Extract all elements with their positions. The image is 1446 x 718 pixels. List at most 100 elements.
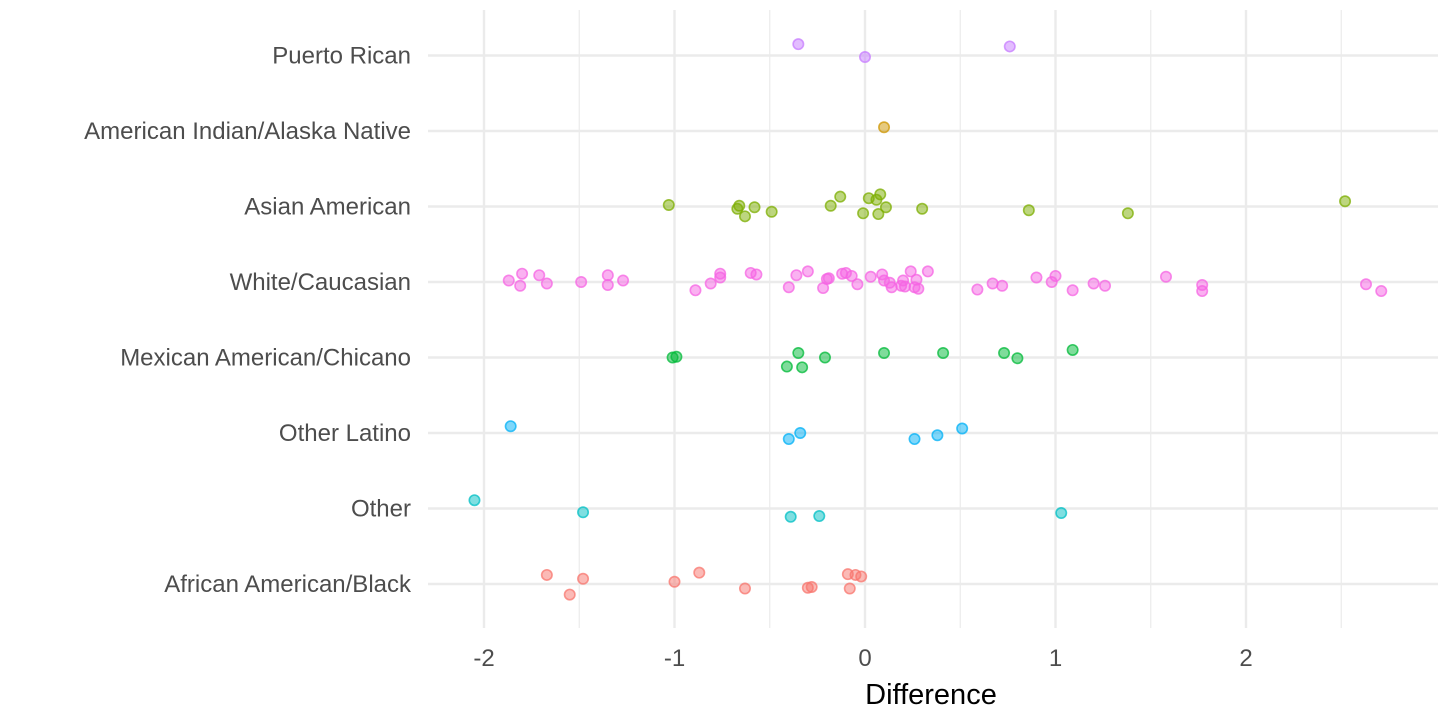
data-point [792,346,805,359]
data-point [748,201,761,214]
data-point [805,581,818,594]
data-point [1339,195,1352,208]
data-point [822,272,835,285]
data-point [468,494,481,507]
data-point [1099,279,1112,292]
data-point [704,277,717,290]
category-label: American Indian/Alaska Native [84,118,411,145]
data-point [904,265,917,278]
data-point [516,267,529,280]
data-point [738,210,751,223]
data-point [921,265,934,278]
data-point [864,270,877,283]
x-tick-label: 2 [1239,645,1252,672]
data-point [577,572,590,585]
data-point [971,283,984,296]
data-point [986,277,999,290]
category-labels: African American/Black Other Other Latino M… [84,43,412,599]
data-point [1055,507,1068,520]
data-point [662,198,675,211]
data-point [784,510,797,523]
data-point [834,190,847,203]
data-points [468,38,1388,601]
data-point [1087,277,1100,290]
data-point [1121,207,1134,220]
data-point [818,351,831,364]
data-point [1196,285,1209,298]
data-point [794,426,807,439]
x-axis-title: Difference [865,679,997,711]
data-point [563,588,576,601]
data-point [617,274,630,287]
data-point [908,433,921,446]
data-point [689,284,702,297]
data-point [996,279,1009,292]
category-label: Other Latino [279,420,411,447]
data-point [504,420,517,433]
data-point [931,429,944,442]
data-point [792,38,805,51]
data-point [843,582,856,595]
x-tick-label: 1 [1049,645,1062,672]
data-point [879,201,892,214]
data-point [1375,285,1388,298]
x-tick-label: 0 [858,645,871,672]
data-point [668,575,681,588]
data-point [937,346,950,359]
data-point [782,281,795,294]
data-point [956,422,969,435]
data-point [796,361,809,374]
data-point [733,199,746,212]
data-point [1049,269,1062,282]
data-point [780,360,793,373]
data-point [857,207,870,220]
data-point [533,269,546,282]
data-point [878,121,891,134]
data-point [575,275,588,288]
data-point [855,570,868,583]
data-point [1066,284,1079,297]
data-point [693,566,706,579]
data-point [540,277,553,290]
data-point [1003,40,1016,53]
data-point [1159,270,1172,283]
data-point [540,568,553,581]
data-point [601,279,614,292]
data-point [874,188,887,201]
x-tick-label: -2 [473,645,494,672]
data-point [714,271,727,284]
data-point [1066,343,1079,356]
category-label: Other [351,496,411,523]
x-tick-labels: -2 -1 0 1 2 [473,645,1252,672]
data-point [801,265,814,278]
data-point [1360,278,1373,291]
data-point [878,346,891,359]
data-point [998,346,1011,359]
data-point [782,433,795,446]
data-point [738,582,751,595]
data-point [916,202,929,215]
data-point [1011,352,1024,365]
grid [428,10,1438,628]
category-label: White/Caucasian [230,269,411,296]
data-point [912,282,925,295]
category-label: African American/Black [164,571,412,598]
data-point [601,269,614,282]
data-point [813,510,826,523]
data-point [765,205,778,218]
data-point [514,279,527,292]
category-label: Puerto Rican [272,43,411,70]
data-point [1022,204,1035,217]
data-point [502,274,515,287]
category-label: Mexican American/Chicano [120,345,411,372]
category-label: Asian American [244,194,411,221]
data-point [824,199,837,212]
data-point [885,281,898,294]
data-point [670,350,683,363]
data-point [577,506,590,519]
data-point [851,278,864,291]
data-point [790,269,803,282]
x-tick-label: -1 [664,645,685,672]
data-point [858,51,871,64]
